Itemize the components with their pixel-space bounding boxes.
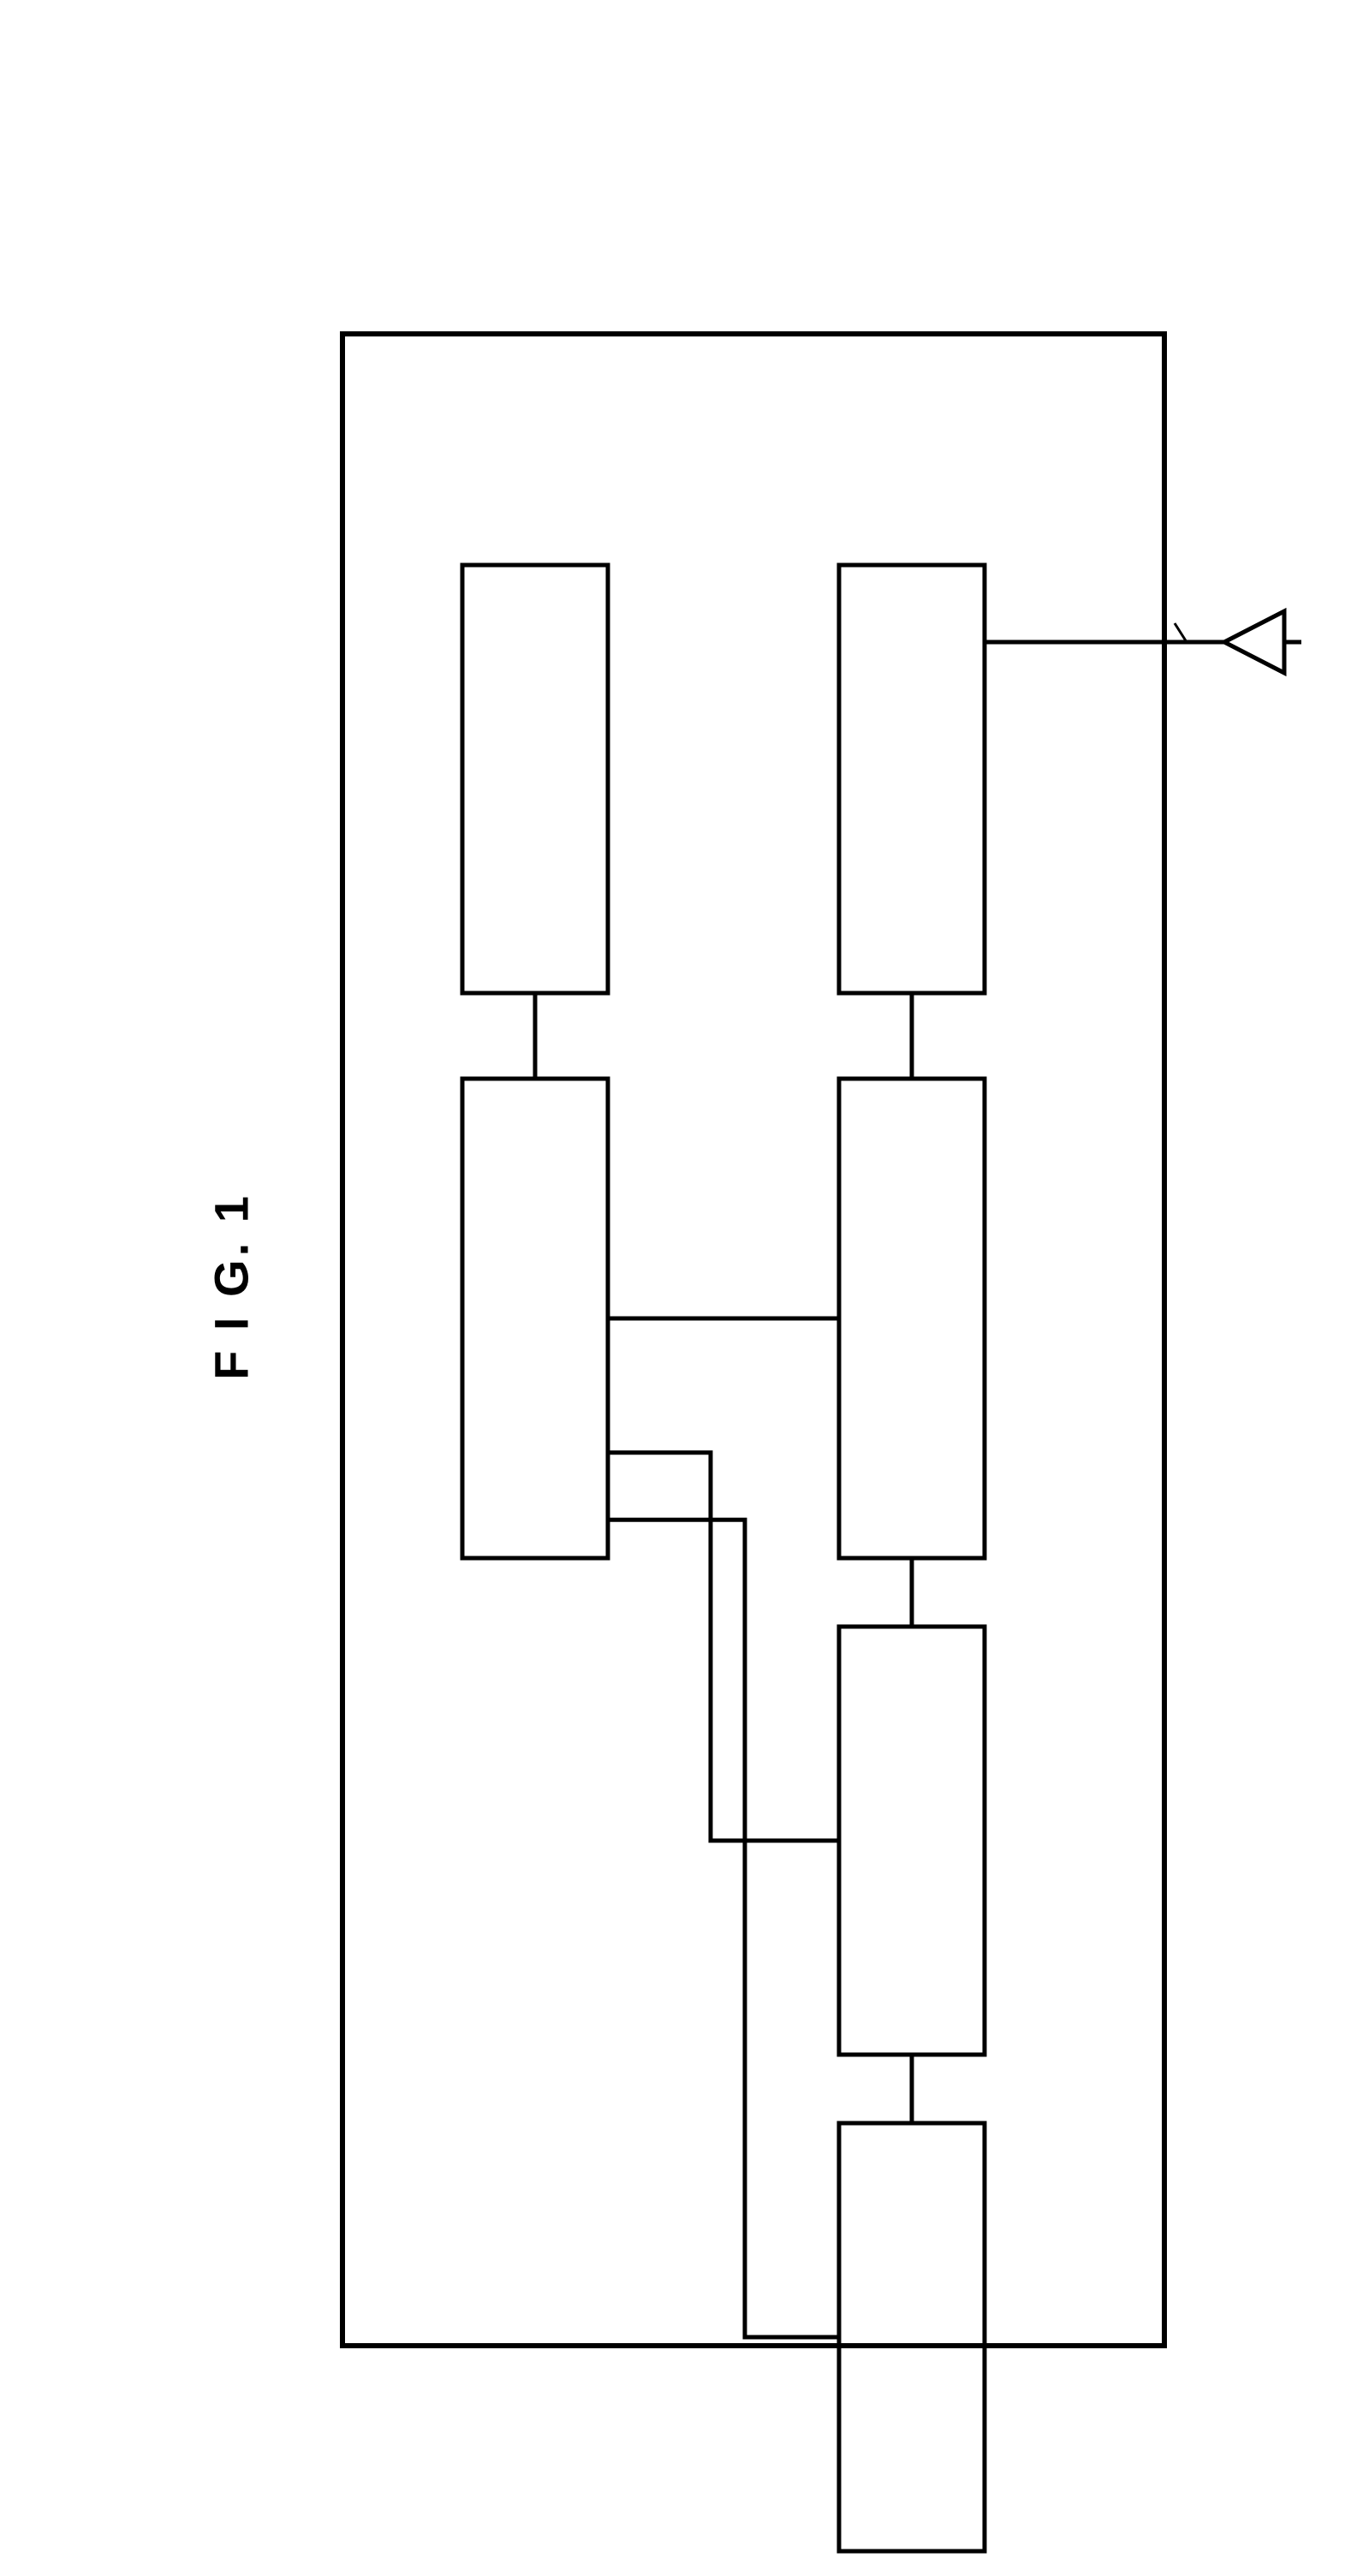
diagram-page: F I G. 1 [0,0,1357,2576]
outer-box [342,334,1164,2346]
ref-tick-107 [1175,623,1187,642]
elbow-control-input [608,1520,839,2337]
node-input [839,2123,985,2551]
node-wireless [839,1079,985,1558]
node-antenna_c [839,565,985,993]
antenna-icon [1224,611,1284,673]
node-display [839,1627,985,2055]
node-control [462,1079,608,1558]
node-storage [462,565,608,993]
elbow-control-display [608,1453,839,1841]
diagram-svg [0,0,1357,2576]
